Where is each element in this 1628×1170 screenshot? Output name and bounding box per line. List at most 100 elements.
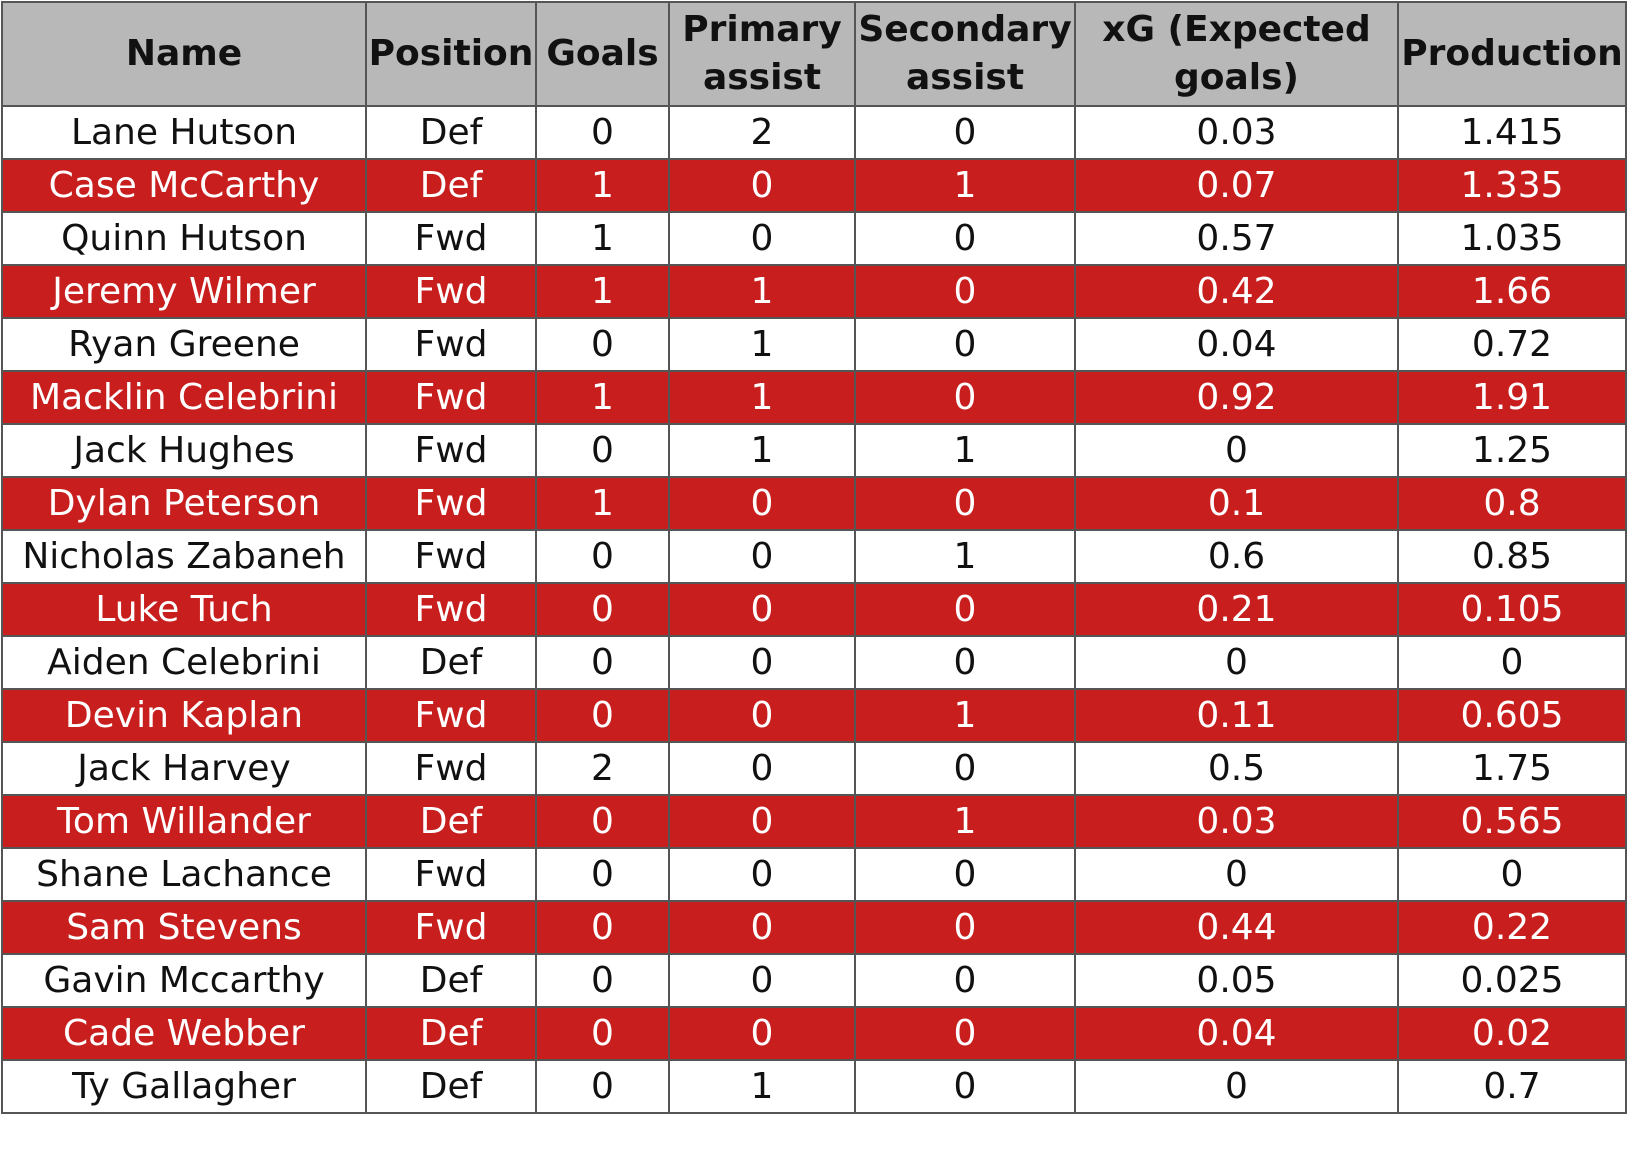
cell-xg: 0.1 [1074, 476, 1399, 531]
cell-secondary-assist: 0 [854, 370, 1076, 425]
column-header-position: Position [365, 1, 537, 107]
cell-secondary-assist: 0 [854, 211, 1076, 266]
cell-primary-assist: 0 [668, 1006, 856, 1061]
table-row: Cade Webber Def 0 0 0 0.04 0.02 [1, 1006, 1627, 1061]
cell-name: Tom Willander [1, 794, 367, 849]
cell-name: Cade Webber [1, 1006, 367, 1061]
cell-goals: 0 [535, 847, 670, 902]
cell-production: 0.02 [1397, 1006, 1627, 1061]
cell-production: 0.8 [1397, 476, 1627, 531]
cell-primary-assist: 0 [668, 211, 856, 266]
cell-primary-assist: 0 [668, 794, 856, 849]
column-header-xg: xG (Expected goals) [1074, 1, 1399, 107]
table-row: Ty Gallagher Def 0 1 0 0 0.7 [1, 1059, 1627, 1114]
cell-goals: 0 [535, 688, 670, 743]
cell-primary-assist: 0 [668, 582, 856, 637]
cell-production: 0.22 [1397, 900, 1627, 955]
cell-primary-assist: 1 [668, 1059, 856, 1114]
column-header-goals: Goals [535, 1, 670, 107]
cell-xg: 0 [1074, 1059, 1399, 1114]
cell-xg: 0.57 [1074, 211, 1399, 266]
cell-name: Shane Lachance [1, 847, 367, 902]
cell-secondary-assist: 0 [854, 953, 1076, 1008]
cell-position: Def [365, 105, 537, 160]
cell-production: 1.25 [1397, 423, 1627, 478]
cell-position: Def [365, 794, 537, 849]
cell-xg: 0 [1074, 423, 1399, 478]
cell-position: Fwd [365, 317, 537, 372]
column-header-primary-assist: Primary assist [668, 1, 856, 107]
cell-name: Ryan Greene [1, 317, 367, 372]
cell-primary-assist: 0 [668, 635, 856, 690]
cell-production: 0.85 [1397, 529, 1627, 584]
table-row: Gavin Mccarthy Def 0 0 0 0.05 0.025 [1, 953, 1627, 1008]
cell-production: 0 [1397, 847, 1627, 902]
cell-xg: 0.07 [1074, 158, 1399, 213]
table-row: Case McCarthy Def 1 0 1 0.07 1.335 [1, 158, 1627, 213]
cell-goals: 0 [535, 900, 670, 955]
cell-secondary-assist: 1 [854, 158, 1076, 213]
cell-position: Def [365, 1006, 537, 1061]
cell-name: Sam Stevens [1, 900, 367, 955]
cell-production: 1.75 [1397, 741, 1627, 796]
cell-primary-assist: 0 [668, 158, 856, 213]
cell-production: 0.7 [1397, 1059, 1627, 1114]
cell-secondary-assist: 0 [854, 264, 1076, 319]
cell-goals: 0 [535, 529, 670, 584]
cell-primary-assist: 2 [668, 105, 856, 160]
cell-name: Quinn Hutson [1, 211, 367, 266]
cell-production: 0 [1397, 635, 1627, 690]
cell-secondary-assist: 0 [854, 1059, 1076, 1114]
cell-position: Fwd [365, 476, 537, 531]
cell-goals: 0 [535, 953, 670, 1008]
cell-xg: 0.05 [1074, 953, 1399, 1008]
cell-goals: 0 [535, 423, 670, 478]
cell-goals: 0 [535, 635, 670, 690]
cell-position: Fwd [365, 847, 537, 902]
cell-position: Def [365, 953, 537, 1008]
cell-primary-assist: 0 [668, 900, 856, 955]
cell-secondary-assist: 1 [854, 529, 1076, 584]
cell-goals: 0 [535, 582, 670, 637]
cell-production: 0.72 [1397, 317, 1627, 372]
cell-xg: 0.04 [1074, 317, 1399, 372]
table-row: Dylan Peterson Fwd 1 0 0 0.1 0.8 [1, 476, 1627, 531]
cell-primary-assist: 0 [668, 953, 856, 1008]
cell-production: 1.035 [1397, 211, 1627, 266]
cell-production: 1.91 [1397, 370, 1627, 425]
cell-goals: 1 [535, 476, 670, 531]
cell-position: Fwd [365, 264, 537, 319]
cell-xg: 0.21 [1074, 582, 1399, 637]
cell-position: Fwd [365, 582, 537, 637]
cell-primary-assist: 0 [668, 529, 856, 584]
cell-goals: 1 [535, 211, 670, 266]
cell-production: 0.605 [1397, 688, 1627, 743]
cell-goals: 1 [535, 264, 670, 319]
table-row: Macklin Celebrini Fwd 1 1 0 0.92 1.91 [1, 370, 1627, 425]
cell-secondary-assist: 0 [854, 105, 1076, 160]
cell-goals: 0 [535, 105, 670, 160]
column-header-production: Production [1397, 1, 1627, 107]
cell-goals: 0 [535, 1059, 670, 1114]
cell-xg: 0.03 [1074, 794, 1399, 849]
cell-secondary-assist: 1 [854, 688, 1076, 743]
table-row: Shane Lachance Fwd 0 0 0 0 0 [1, 847, 1627, 902]
cell-secondary-assist: 0 [854, 900, 1076, 955]
cell-position: Def [365, 158, 537, 213]
cell-primary-assist: 0 [668, 741, 856, 796]
table-row: Nicholas Zabaneh Fwd 0 0 1 0.6 0.85 [1, 529, 1627, 584]
cell-xg: 0 [1074, 847, 1399, 902]
header-row: Name Position Goals Primary assist Secon… [1, 1, 1627, 107]
cell-position: Def [365, 635, 537, 690]
table-row: Ryan Greene Fwd 0 1 0 0.04 0.72 [1, 317, 1627, 372]
cell-production: 0.025 [1397, 953, 1627, 1008]
cell-position: Fwd [365, 688, 537, 743]
column-header-name: Name [1, 1, 367, 107]
cell-production: 0.565 [1397, 794, 1627, 849]
cell-secondary-assist: 0 [854, 1006, 1076, 1061]
table-row: Quinn Hutson Fwd 1 0 0 0.57 1.035 [1, 211, 1627, 266]
cell-name: Jeremy Wilmer [1, 264, 367, 319]
cell-name: Ty Gallagher [1, 1059, 367, 1114]
column-header-secondary-assist: Secondary assist [854, 1, 1076, 107]
cell-xg: 0 [1074, 635, 1399, 690]
